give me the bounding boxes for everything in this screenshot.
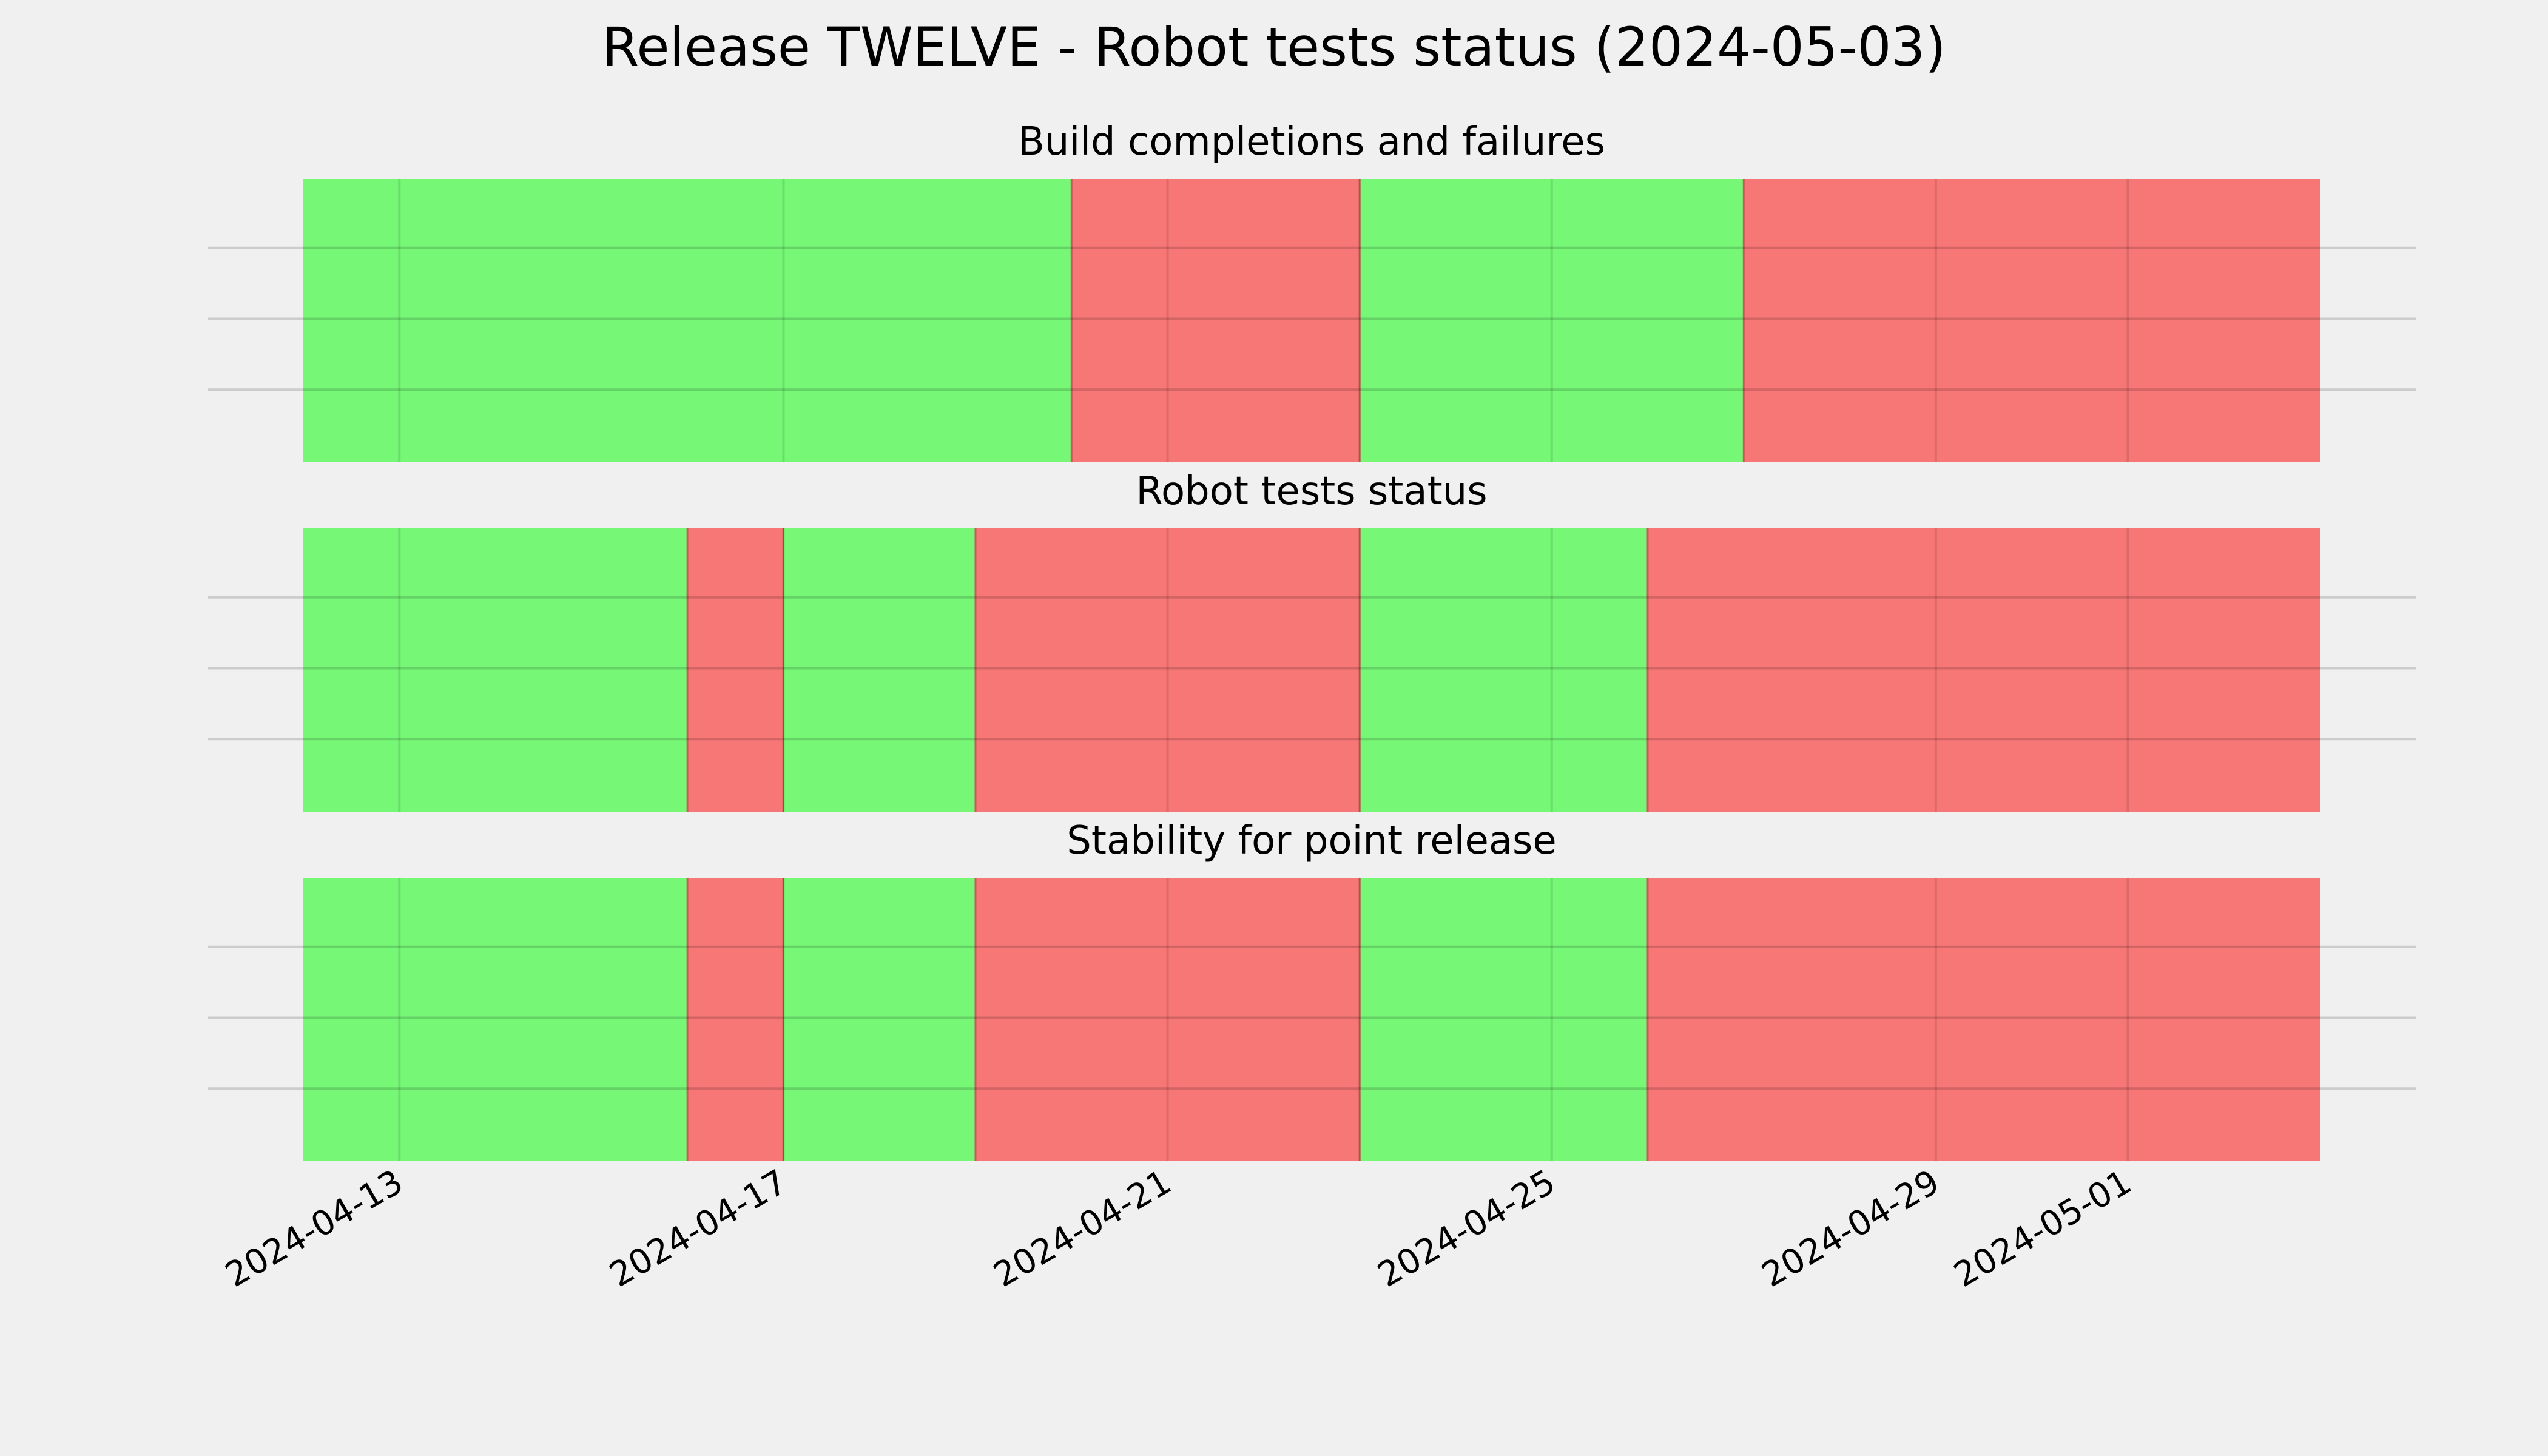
panel-title: Stability for point release — [1067, 818, 1557, 863]
panel-title: Build completions and failures — [1018, 120, 1605, 164]
status-segment-pass — [1360, 179, 1744, 462]
status-segment-fail — [687, 528, 784, 812]
status-segment-pass — [783, 528, 976, 812]
status-segment-fail — [976, 528, 1360, 812]
chart-panels: Build completions and failures Robot test… — [208, 120, 2416, 1161]
status-segment-fail — [687, 878, 784, 1161]
status-segment-fail — [1648, 528, 2320, 812]
status-segment-pass — [303, 179, 1072, 462]
status-segment-pass — [1360, 528, 1648, 812]
status-segment-pass — [783, 878, 976, 1161]
panel-2: Robot tests status — [208, 469, 2416, 812]
status-segment-fail — [1071, 179, 1360, 462]
status-segment-pass — [1360, 878, 1648, 1161]
status-segment-pass — [303, 878, 688, 1161]
status-segment-fail — [1744, 179, 2320, 462]
panel-title: Robot tests status — [1136, 469, 1487, 514]
panel-3: Stability for point release — [208, 818, 2416, 1161]
status-segment-fail — [1648, 878, 2320, 1161]
status-segment-pass — [303, 528, 688, 812]
status-segment-fail — [976, 878, 1360, 1161]
panel-1: Build completions and failures — [208, 120, 2416, 462]
chart-title: Release TWELVE - Robot tests status (202… — [602, 16, 1946, 78]
